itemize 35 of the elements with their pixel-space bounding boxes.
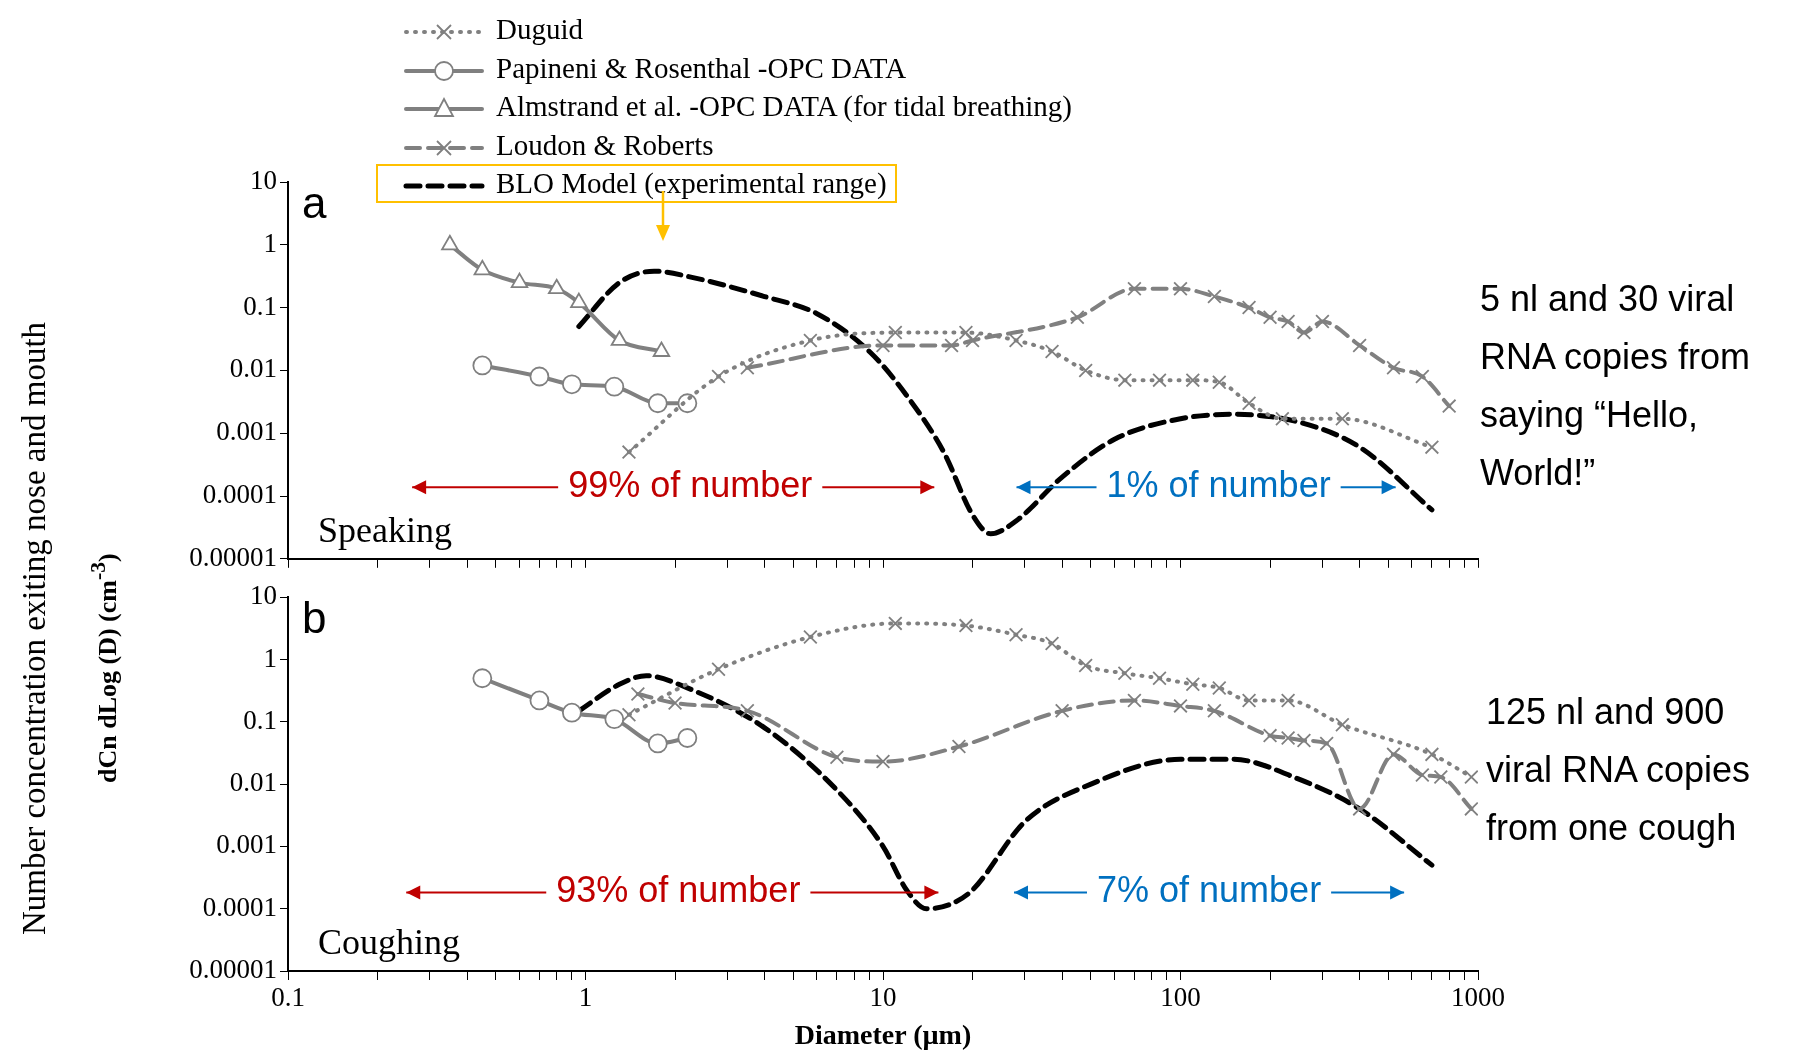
y-tick-label: 0.1 <box>243 290 277 321</box>
y-tick-label: 0.001 <box>216 829 277 860</box>
y-tick-label: 0.001 <box>216 416 277 447</box>
y-tick-label: 1 <box>263 227 277 258</box>
y-tick-label: 10 <box>250 580 277 611</box>
y-tick-label: 0.0001 <box>202 479 277 510</box>
x-tick-label: 1 <box>578 982 593 1013</box>
y-tick-label: 1 <box>263 642 277 673</box>
legend-label: Loudon & Roberts <box>495 127 715 163</box>
x-tick-label: 1000 <box>1451 982 1505 1013</box>
annotation: Coughing <box>318 922 461 963</box>
y-tick-label: 0.01 <box>229 767 277 798</box>
legend-label: Duguid <box>495 12 584 47</box>
annotation: 93% of number <box>556 869 801 911</box>
y-tick-label: 0.01 <box>229 353 277 384</box>
y-tick-label: 0.00001 <box>189 954 277 985</box>
text: Number concentration exiting nose and mouth <box>16 320 53 937</box>
y-tick-label: 10 <box>250 165 277 196</box>
annotation: Speaking <box>318 510 452 551</box>
x-tick-label: 100 <box>1160 982 1201 1013</box>
legend-label: BLO Model (experimental range) <box>376 164 897 203</box>
annotation: b <box>302 593 327 643</box>
y-tick-label: 0.00001 <box>189 541 277 572</box>
y-tick-label: 0.0001 <box>202 891 277 922</box>
annotation: 99% of number <box>568 464 813 506</box>
x-axis-title: Diameter (µm) <box>794 1019 972 1051</box>
y-tick-label: 0.1 <box>243 704 277 735</box>
annotation: a <box>302 178 327 228</box>
annotation: 1% of number <box>1106 464 1331 506</box>
text: 125 nl and 900 viral RNA copies from one cough <box>1486 690 1752 850</box>
legend-label: Almstrand et al. -OPC DATA (for tidal breathing) <box>495 89 1073 124</box>
legend-label: Papineni & Rosenthal -OPC DATA <box>495 50 908 86</box>
x-tick-label: 10 <box>869 982 897 1013</box>
annotation: 7% of number <box>1097 869 1322 911</box>
text: 5 nl and 30 viral RNA copies from saying “Hello, World!” <box>1480 277 1752 495</box>
